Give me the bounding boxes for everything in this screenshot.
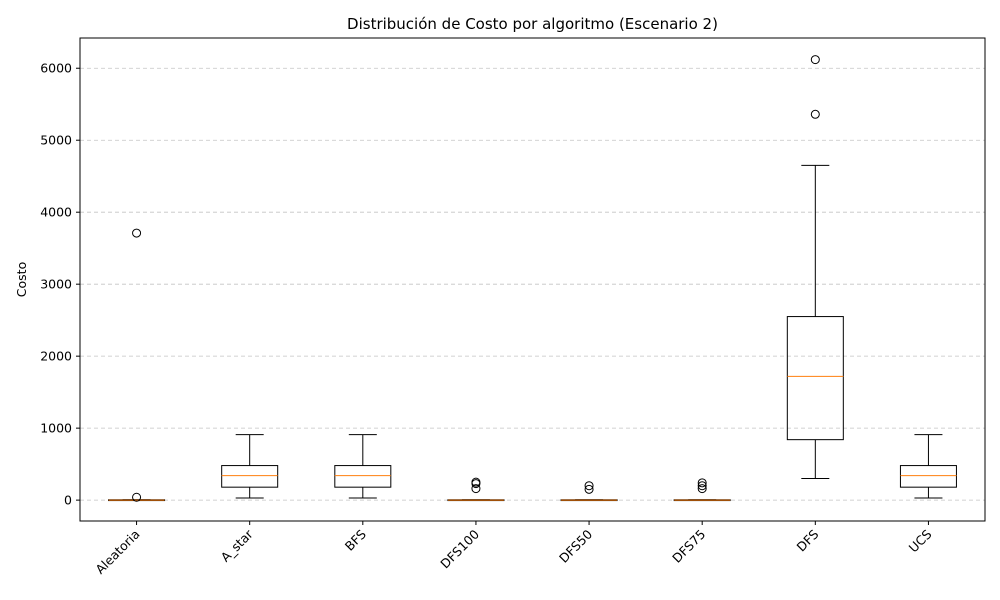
box-group bbox=[447, 477, 505, 502]
x-tick-label: A_star bbox=[218, 526, 257, 565]
outlier-point bbox=[810, 109, 820, 119]
box-group bbox=[221, 434, 279, 499]
x-tick-label: UCS bbox=[906, 526, 935, 555]
y-tick-label: 2000 bbox=[40, 349, 72, 364]
y-tick-label: 4000 bbox=[40, 205, 72, 220]
outlier-point bbox=[697, 481, 707, 491]
y-tick-label: 6000 bbox=[40, 61, 72, 76]
outlier-point bbox=[584, 481, 594, 491]
y-tick-label: 3000 bbox=[40, 277, 72, 292]
box bbox=[786, 316, 844, 441]
y-tick-label: 0 bbox=[64, 493, 72, 508]
grid-layer bbox=[80, 67, 985, 501]
outlier-point bbox=[584, 484, 594, 494]
x-axis: Aleatoria A_star BFS DFS100 DFS50 DFS75 DFS UCS bbox=[92, 521, 935, 577]
box-layer bbox=[108, 55, 957, 502]
x-tick-label: Aleatoria bbox=[92, 527, 142, 577]
outlier-point bbox=[697, 478, 707, 488]
x-tick-label: DFS100 bbox=[437, 526, 482, 571]
y-tick-label: 5000 bbox=[40, 133, 72, 148]
box-group bbox=[673, 478, 731, 502]
box bbox=[334, 465, 392, 488]
box-group bbox=[899, 434, 957, 499]
outlier-point bbox=[132, 228, 142, 238]
box-group bbox=[560, 481, 618, 502]
chart-title: Distribución de Costo por algoritmo (Esc… bbox=[347, 15, 718, 33]
box bbox=[221, 465, 279, 488]
box-group bbox=[108, 228, 166, 502]
x-tick-label: DFS75 bbox=[669, 527, 708, 566]
outlier-point bbox=[471, 477, 481, 487]
box bbox=[899, 465, 957, 488]
outlier-point bbox=[810, 55, 820, 65]
outlier-point bbox=[471, 484, 481, 494]
y-tick-label: 1000 bbox=[40, 421, 72, 436]
x-tick-label: DFS50 bbox=[556, 526, 595, 565]
outlier-point bbox=[132, 492, 142, 502]
box-group bbox=[786, 55, 844, 480]
x-tick-label: DFS bbox=[793, 526, 821, 554]
box-group bbox=[334, 434, 392, 499]
y-axis: 0 1000 2000 3000 4000 5000 6000 bbox=[40, 61, 80, 508]
plot-frame bbox=[79, 37, 986, 522]
outlier-point bbox=[697, 484, 707, 494]
y-axis-label: Costo bbox=[14, 262, 29, 297]
x-tick-label: BFS bbox=[342, 526, 369, 553]
